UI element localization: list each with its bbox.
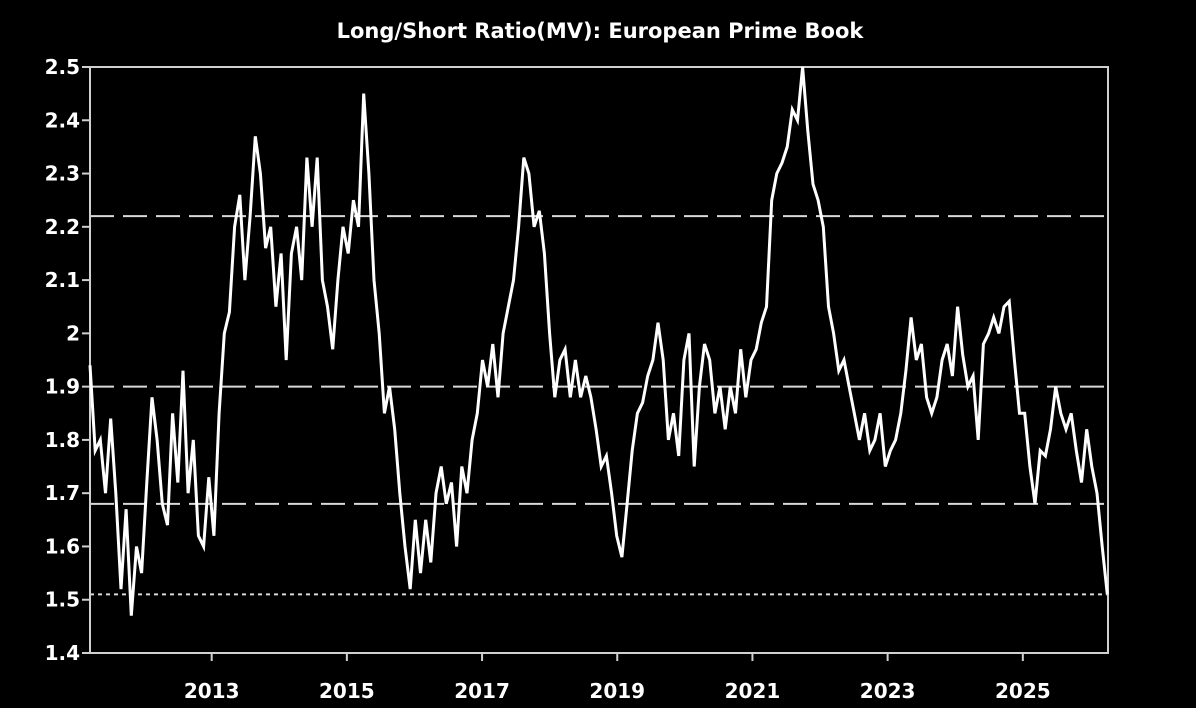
x-tick-label: 2013 [184, 679, 240, 703]
x-tick-label: 2017 [454, 679, 510, 703]
y-tick-label: 2.4 [45, 108, 80, 132]
y-tick-label: 1.5 [45, 588, 80, 612]
y-tick-label: 2 [66, 321, 80, 345]
y-tick-label: 2.1 [45, 268, 80, 292]
x-tick-label: 2021 [725, 679, 781, 703]
x-tick-label: 2015 [319, 679, 375, 703]
y-tick-label: 1.9 [45, 375, 80, 399]
y-tick-label: 2.5 [45, 55, 80, 79]
chart-title: Long/Short Ratio(MV): European Prime Boo… [337, 19, 865, 43]
x-tick-label: 2023 [860, 679, 916, 703]
y-tick-label: 1.6 [45, 534, 80, 558]
y-tick-label: 2.3 [45, 162, 80, 186]
plot-frame [89, 66, 1109, 654]
x-tick-label: 2019 [589, 679, 645, 703]
x-tick-label: 2025 [995, 679, 1051, 703]
y-tick-label: 1.8 [45, 428, 80, 452]
y-tick-label: 1.7 [45, 481, 80, 505]
series-line [88, 66, 1109, 616]
y-tick-label: 2.2 [45, 215, 80, 239]
y-tick-label: 1.4 [45, 641, 80, 665]
